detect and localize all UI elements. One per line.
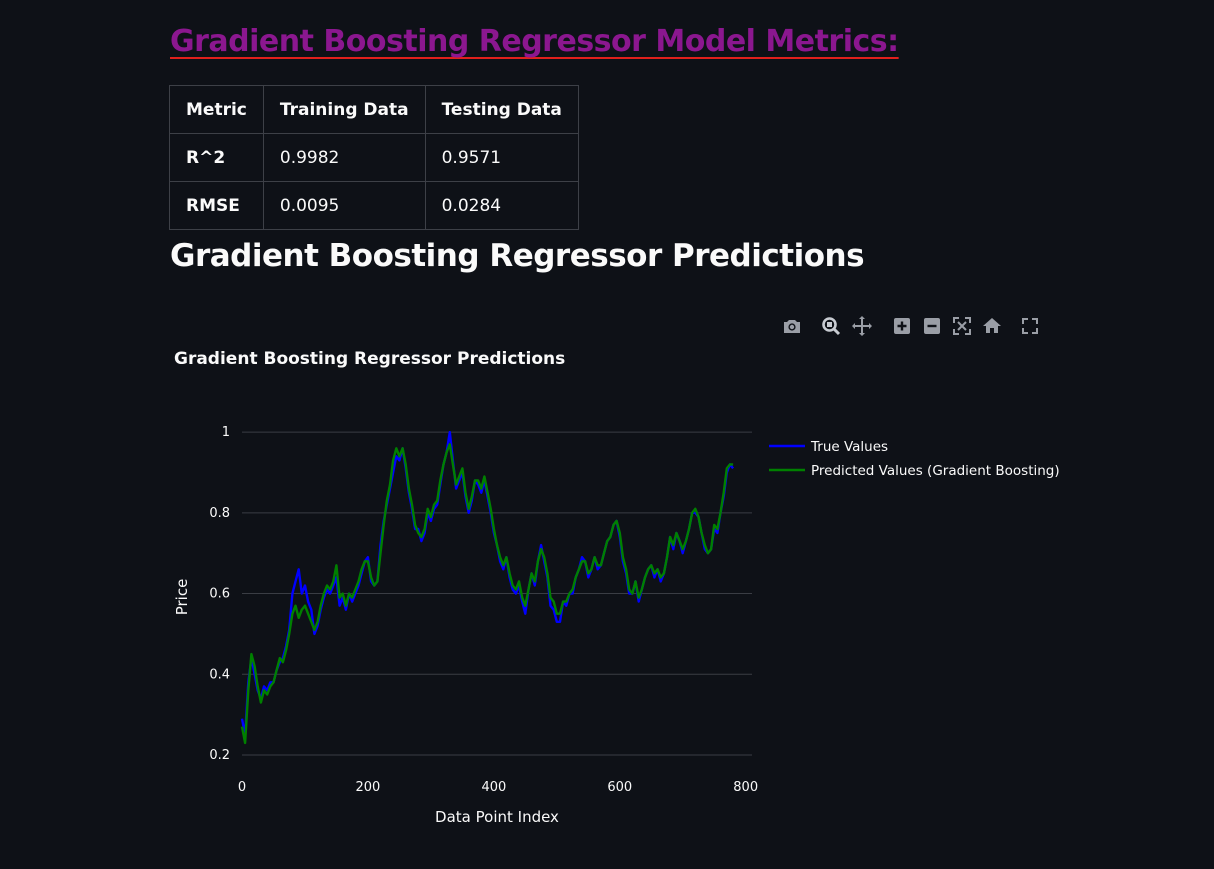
x-tick-label: 600: [607, 780, 632, 795]
x-tick-label: 0: [238, 780, 246, 795]
testing-value-cell: 0.9571: [424, 133, 579, 182]
home-icon[interactable]: [980, 314, 1004, 338]
y-tick-label: 0.2: [209, 748, 230, 763]
chart-modebar: [778, 314, 1040, 338]
autoscale-icon[interactable]: [950, 314, 974, 338]
zoom-out-icon[interactable]: [920, 314, 944, 338]
grid-lines: [242, 431, 752, 756]
y-tick-label: 1: [222, 425, 230, 440]
y-tick-label: 0.8: [209, 506, 230, 521]
legend-label: True Values: [810, 439, 888, 455]
chart-title: Gradient Boosting Regressor Predictions: [174, 349, 565, 369]
training-value-cell: 0.0095: [262, 181, 426, 230]
x-tick-label: 400: [481, 780, 506, 795]
table-row: RMSE 0.0095 0.0284: [169, 181, 579, 230]
y-tick-label: 0.6: [209, 587, 230, 602]
header-metric: Metric: [169, 85, 264, 134]
legend-label: Predicted Values (Gradient Boosting): [811, 463, 1060, 479]
training-value-cell: 0.9982: [262, 133, 426, 182]
x-tick-label: 200: [356, 780, 381, 795]
zoom-in-icon[interactable]: [890, 314, 914, 338]
legend-item[interactable]: Predicted Values (Gradient Boosting): [769, 463, 1060, 479]
table-header-row: Metric Training Data Testing Data: [169, 85, 579, 134]
metrics-heading: Gradient Boosting Regressor Model Metric…: [170, 24, 899, 59]
legend-item[interactable]: True Values: [769, 439, 888, 455]
metric-name-cell: RMSE: [169, 181, 264, 230]
legend[interactable]: True Values Predicted Values (Gradient Bo…: [769, 439, 1060, 479]
y-axis-label: Price: [173, 579, 191, 616]
header-testing-data: Testing Data: [424, 85, 579, 134]
plot-area[interactable]: [240, 430, 735, 745]
header-training-data: Training Data: [262, 85, 426, 134]
pan-icon[interactable]: [850, 314, 874, 338]
axis-ticks: 0.2 0.4 0.6 0.8 1 0 200 400 600 800: [209, 425, 758, 795]
camera-icon[interactable]: [780, 314, 804, 338]
series-line-predicted-values[interactable]: [240, 443, 734, 745]
fullscreen-icon[interactable]: [1018, 314, 1042, 338]
table-row: R^2 0.9982 0.9571: [169, 133, 579, 182]
metrics-table: Metric Training Data Testing Data R^2 0.…: [169, 85, 579, 230]
x-axis-label: Data Point Index: [435, 808, 559, 826]
zoom-icon[interactable]: [819, 314, 843, 338]
series-line-true-values[interactable]: [240, 430, 735, 736]
y-tick-label: 0.4: [209, 667, 230, 682]
testing-value-cell: 0.0284: [424, 181, 579, 230]
predictions-heading: Gradient Boosting Regressor Predictions: [170, 238, 865, 274]
x-tick-label: 800: [733, 780, 758, 795]
